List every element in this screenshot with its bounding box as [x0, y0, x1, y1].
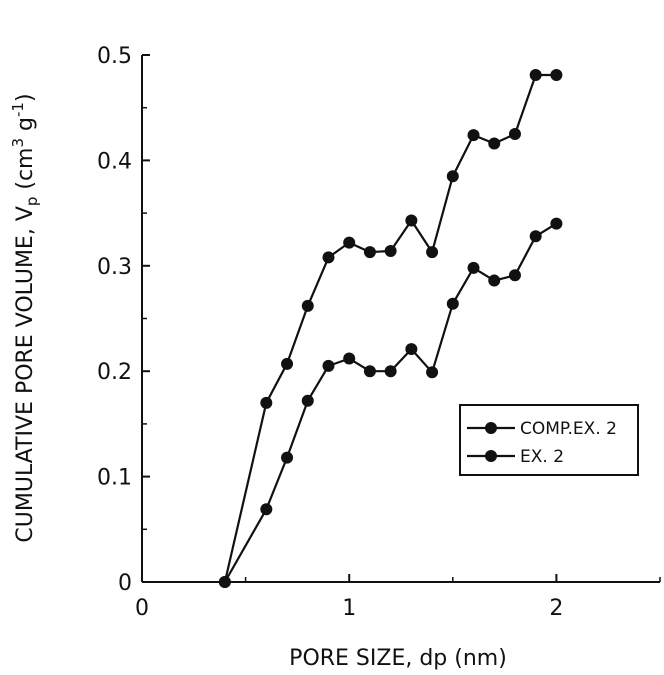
data-point-ex-2: [385, 365, 397, 377]
legend: COMP.EX. 2 EX. 2: [460, 405, 638, 475]
data-point-ex-2: [219, 576, 231, 588]
data-point-ex-2: [343, 353, 355, 365]
y-tick-label: 0.2: [97, 360, 132, 385]
data-point-comp-ex-2: [405, 214, 417, 226]
data-point-ex-2: [426, 366, 438, 378]
legend-label-comp-ex-2: COMP.EX. 2: [520, 419, 617, 439]
data-point-comp-ex-2: [447, 170, 459, 182]
plot-area: [219, 69, 563, 588]
axes: 0 0.1 0.2 0.3 0.4 0.5 0 1 2: [97, 44, 660, 621]
data-point-comp-ex-2: [322, 251, 334, 263]
y-axis-title-unit-mid: g: [13, 117, 38, 138]
y-tick-label: 0.3: [97, 255, 132, 280]
data-point-ex-2: [302, 395, 314, 407]
data-point-comp-ex-2: [281, 358, 293, 370]
y-tick-label: 0.4: [97, 149, 132, 174]
y-axis-title-superscript-1: 3: [9, 138, 27, 148]
data-point-comp-ex-2: [550, 69, 562, 81]
y-tick-label: 0.5: [97, 44, 132, 69]
data-point-ex-2: [260, 503, 272, 515]
data-point-ex-2: [488, 275, 500, 287]
data-point-ex-2: [322, 360, 334, 372]
data-point-ex-2: [509, 269, 521, 281]
y-axis-title: CUMULATIVE PORE VOLUME, Vp (cm3 g-1): [9, 93, 41, 542]
data-point-ex-2: [550, 218, 562, 230]
data-point-comp-ex-2: [364, 246, 376, 258]
data-point-comp-ex-2: [260, 397, 272, 409]
y-axis-title-unit-open: (cm: [13, 147, 38, 196]
data-point-comp-ex-2: [468, 129, 480, 141]
data-point-ex-2: [447, 298, 459, 310]
data-point-ex-2: [530, 230, 542, 242]
y-axis-title-main: CUMULATIVE PORE VOLUME, V: [13, 206, 38, 542]
y-tick-label: 0: [118, 571, 132, 596]
data-point-ex-2: [468, 262, 480, 274]
data-point-comp-ex-2: [385, 245, 397, 257]
y-axis-title-subscript: p: [23, 197, 41, 207]
y-axis-title-unit-close: ): [13, 93, 38, 102]
x-tick-label: 1: [342, 596, 356, 621]
data-point-comp-ex-2: [343, 237, 355, 249]
series-line-ex-2: [225, 224, 557, 582]
data-point-comp-ex-2: [509, 128, 521, 140]
x-tick-label: 0: [135, 596, 149, 621]
series-line-comp-ex-2: [225, 75, 557, 582]
y-axis-title-superscript-2: -1: [9, 102, 27, 117]
x-axis-title: PORE SIZE, dp (nm): [289, 646, 507, 671]
data-point-comp-ex-2: [488, 138, 500, 150]
legend-marker-ex-2: [485, 450, 497, 462]
legend-marker-comp-ex-2: [485, 422, 497, 434]
data-point-ex-2: [281, 452, 293, 464]
legend-label-ex-2: EX. 2: [520, 447, 564, 467]
data-point-comp-ex-2: [302, 300, 314, 312]
data-point-comp-ex-2: [426, 246, 438, 258]
x-tick-label: 2: [549, 596, 563, 621]
data-point-ex-2: [405, 343, 417, 355]
y-tick-label: 0.1: [97, 466, 132, 491]
data-point-comp-ex-2: [530, 69, 542, 81]
data-point-ex-2: [364, 365, 376, 377]
